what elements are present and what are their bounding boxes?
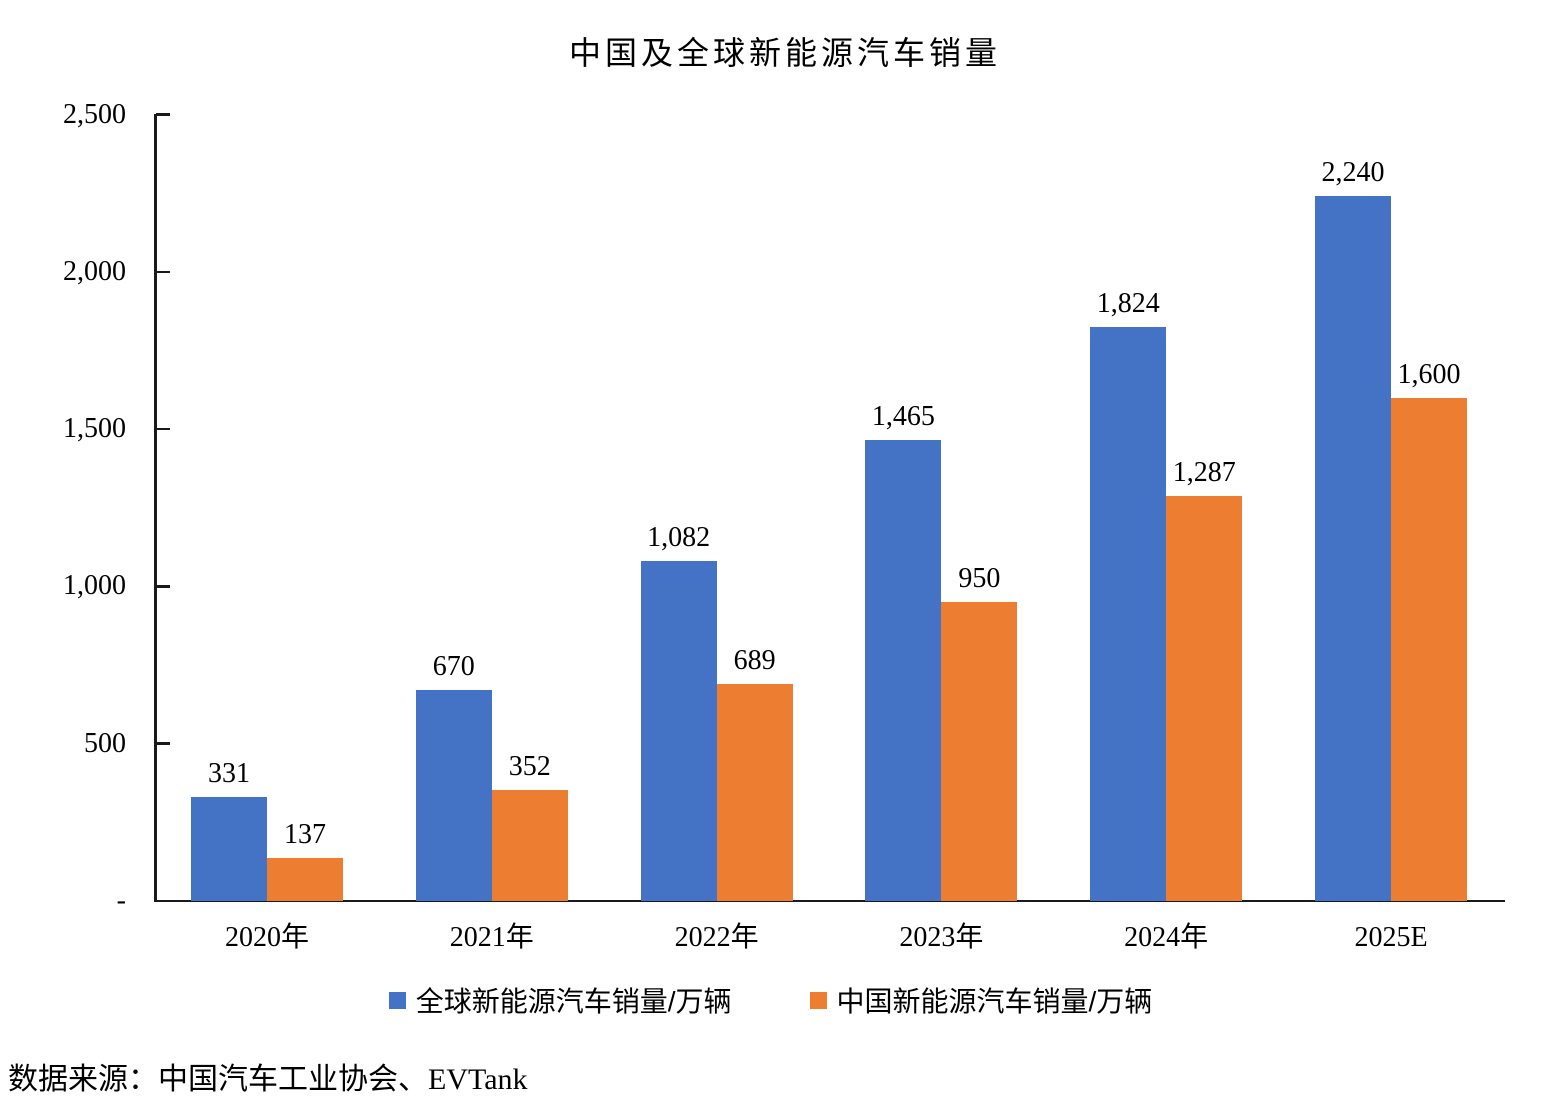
- legend: 全球新能源汽车销量/万辆 中国新能源汽车销量/万辆: [0, 980, 1541, 1020]
- bar-china-3: [941, 602, 1018, 901]
- x-axis-label-1: 2021年: [449, 922, 534, 953]
- x-axis-label-3: 2023年: [899, 922, 984, 953]
- bar-label-china-1: 352: [508, 751, 551, 783]
- bar-label-china-0: 137: [284, 818, 326, 850]
- x-axis-label-2: 2022年: [674, 922, 759, 953]
- bar-label-china-3: 950: [958, 563, 1001, 595]
- y-axis-tick: [156, 742, 170, 745]
- legend-swatch-global: [388, 991, 406, 1009]
- bar-china-5: [1391, 397, 1467, 901]
- bar-label-global-0: 331: [208, 757, 250, 789]
- bar-label-china-4: 1,287: [1172, 457, 1236, 489]
- bar-label-global-2: 1,082: [647, 521, 711, 553]
- bar-china-4: [1166, 496, 1243, 901]
- x-axis-label-0: 2020年: [224, 922, 309, 953]
- bar-global-2: [640, 560, 717, 901]
- y-axis-tick-label: 2,000: [63, 255, 126, 287]
- y-axis-tick: [156, 427, 170, 431]
- bar-china-1: [491, 790, 568, 901]
- legend-item-global: 全球新能源汽车销量/万辆: [388, 980, 732, 1020]
- y-axis-tick: [156, 585, 170, 588]
- y-axis-line: [154, 114, 157, 902]
- y-axis-tick: [156, 270, 170, 274]
- legend-label-china: 中国新能源汽车销量/万辆: [836, 986, 1153, 1017]
- legend-swatch-china: [809, 991, 827, 1009]
- legend-label-global: 全球新能源汽车销量/万辆: [415, 986, 732, 1017]
- bar-global-5: [1315, 196, 1391, 901]
- bar-label-global-1: 670: [432, 651, 475, 683]
- bar-label-china-2: 689: [733, 645, 776, 677]
- y-axis-tick-label: 500: [84, 727, 126, 759]
- bar-global-0: [191, 796, 267, 901]
- bar-global-1: [415, 690, 492, 901]
- bar-global-3: [865, 440, 942, 901]
- y-axis-tick-label: -: [116, 885, 126, 916]
- bar-label-china-5: 1,600: [1397, 358, 1461, 390]
- x-axis-line: [154, 899, 1505, 902]
- source-note: 数据来源：中国汽车工业协会、EVTank: [8, 1063, 528, 1096]
- bar-china-0: [267, 857, 343, 901]
- chart-title: 中国及全球新能源汽车销量: [568, 35, 1002, 71]
- y-axis-tick-label: 1,500: [63, 413, 126, 445]
- y-axis-tick: [156, 113, 170, 116]
- bar-global-4: [1090, 327, 1167, 901]
- legend-item-china: 中国新能源汽车销量/万辆: [809, 980, 1153, 1020]
- y-axis-tick-label: 1,000: [63, 570, 126, 602]
- x-axis-label-5: 2025E: [1354, 922, 1428, 953]
- bar-label-global-3: 1,465: [871, 401, 935, 433]
- bar-china-2: [716, 684, 793, 901]
- y-axis-tick-label: 2,500: [63, 98, 126, 130]
- bar-label-global-4: 1,824: [1096, 288, 1160, 320]
- x-axis-label-4: 2024年: [1124, 922, 1209, 953]
- bar-label-global-5: 2,240: [1321, 157, 1385, 189]
